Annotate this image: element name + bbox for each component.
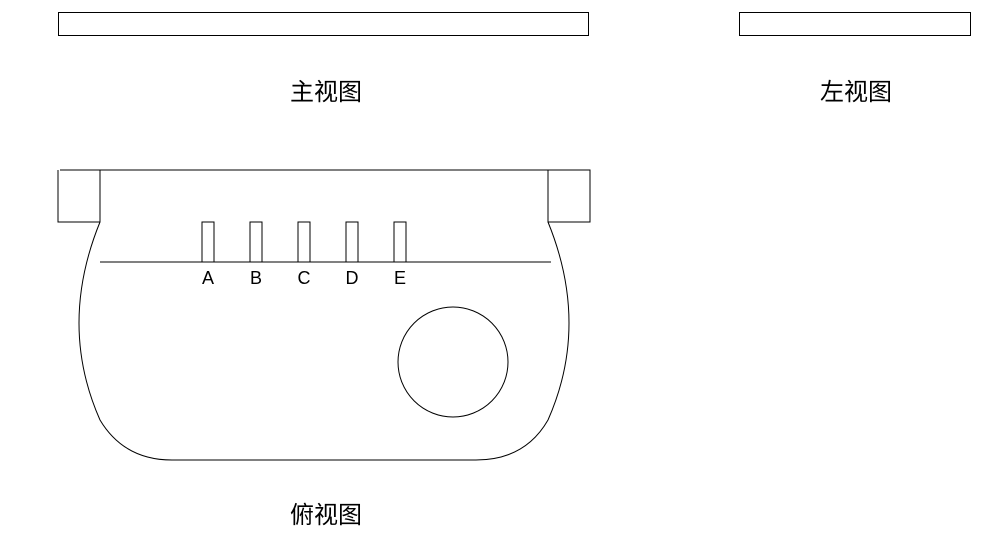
top-view-diagram: A B C D E [0, 0, 1000, 533]
slot-label-d: D [346, 268, 359, 288]
slot-label-c: C [298, 268, 311, 288]
slot-c [298, 222, 310, 262]
slot-a [202, 222, 214, 262]
top-view-outline [58, 170, 590, 460]
slot-label-e: E [394, 268, 406, 288]
top-view-label: 俯视图 [290, 495, 362, 530]
slot-e [394, 222, 406, 262]
slot-b [250, 222, 262, 262]
top-view-circle [398, 307, 508, 417]
slot-d [346, 222, 358, 262]
slot-label-a: A [202, 268, 214, 288]
slot-label-b: B [250, 268, 262, 288]
